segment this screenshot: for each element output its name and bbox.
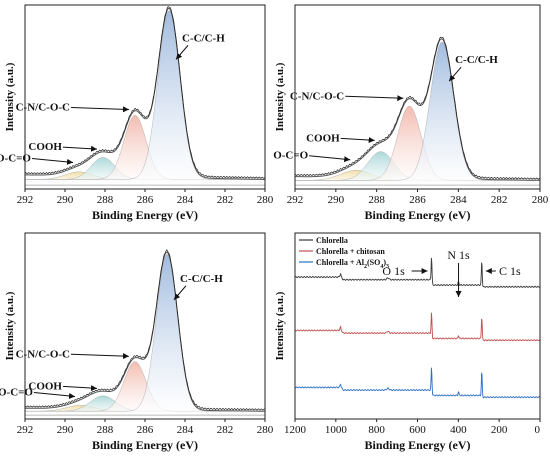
envelope-line [295,38,541,181]
survey-line-chlorella-chitosan [294,312,541,342]
x-tick-label: 290 [57,194,74,206]
peak-c-c-c-h [24,10,266,186]
peak-label-c-1s: C 1s [499,264,521,278]
x-tick-label: 290 [328,194,345,206]
raw-data-line [294,36,541,180]
legend-al-part: (SO [367,258,380,267]
x-axis-label: Binding Energy (eV) [92,438,198,452]
y-axis-label: Intensity (a.u.) [4,291,16,360]
annotation-label: C-C/C-H [182,32,225,44]
annotation-arrow [33,392,76,399]
raw-data-line [24,249,266,411]
legend-al-part: 3 [386,264,389,270]
annotation-arrow [62,385,98,392]
peak-c-c-c-h [294,41,541,186]
annotation-label: O-C=O [0,387,33,399]
legend-chlorella-label: Chlorella [316,236,348,245]
annotation-arrow [448,66,462,82]
peak-label-o-1s: O 1s [382,264,405,278]
x-tick-label: 400 [450,424,467,436]
x-tick-label: 1200 [284,424,307,436]
x-axis-label: Binding Energy (eV) [364,208,470,222]
annotation-label: COOH [28,141,62,153]
x-tick-label: 292 [17,194,34,206]
legend-al-part: 2 [364,264,367,270]
annotation-arrow [345,95,404,102]
legend-chitosan-label: Chlorella + chitosan [316,247,385,256]
legend-al-part: 4 [380,264,383,270]
annotation-label: C-C/C-H [455,54,498,66]
x-tick-label: 284 [450,194,467,206]
x-tick-label: 286 [409,194,426,206]
peak-label-n-1s: N 1s [447,248,470,262]
envelope-line [25,7,265,180]
x-axis-label: Binding Energy (eV) [364,438,470,452]
x-tick-label: 284 [177,194,194,206]
y-axis-label: Intensity (a.u.) [274,291,286,360]
x-tick-label: 288 [97,194,114,206]
envelope-line [25,251,265,412]
y-axis-label: Intensity (a.u.) [274,62,286,131]
annotation-arrow [70,106,130,113]
annotation-arrow [340,136,375,143]
legend-al-label: Chlorella + Al2(SO4)3 [316,258,389,270]
annotation-label: C-N/C-O-C [16,101,70,113]
annotation-arrow [173,285,187,301]
x-tick-label: 286 [137,194,154,206]
x-tick-label: 800 [368,424,385,436]
x-tick-label: 292 [287,194,304,206]
annotation-label: C-N/C-O-C [16,348,70,360]
legend: Chlorella Chlorella + chitosan Chlorella +… [299,236,389,270]
annotation-label: O-C=O [0,152,31,164]
annotation-label: COOH [28,380,62,392]
x-tick-label: 288 [368,194,385,206]
x-tick-label: 0 [535,424,541,436]
legend-al-part: Chlorella + Al [316,258,365,267]
annotation-arrow [175,45,189,60]
x-tick-label: 280 [532,194,549,206]
x-axis-label: Binding Energy (eV) [92,208,198,222]
annotation-arrow [31,157,74,165]
annotation-label: COOH [306,132,340,144]
chart-top-left: 292 290 288 286 284 282 280 Binding Energy (eV)… [0,4,274,222]
annotation-arrow [62,145,98,152]
chart-bottom-right: Chlorella Chlorella + chitosan Chlorella +… [274,232,541,452]
annotation-arrow [70,353,130,360]
survey-line-chlorella [294,257,541,288]
x-tick-label: 286 [137,424,154,436]
y-axis-label: Intensity (a.u.) [4,62,16,131]
x-tick-label: 200 [491,424,508,436]
annotation-arrow [309,155,351,163]
x-tick-label: 284 [177,424,194,436]
x-tick-label: 280 [257,194,274,206]
survey-line-chlorella-al2-so4-3 [294,367,541,399]
x-tick-label: 600 [409,424,426,436]
x-tick-label: 290 [57,424,74,436]
x-tick-label: 288 [97,424,114,436]
chart-top-right: 292 290 288 286 284 282 280 Binding Energy (eV)… [273,4,549,222]
x-tick-label: 282 [217,424,234,436]
x-tick-label: 282 [491,194,508,206]
annotation-label: O-C=O [273,150,308,162]
raw-data-line [24,6,266,179]
annotation-label: C-N/C-O-C [290,90,344,102]
chart-bottom-left: 292 290 288 286 284 282 280 Binding Energy (eV)… [0,232,274,452]
annotation-label: C-C/C-H [180,273,223,285]
x-tick-label: 282 [217,194,234,206]
legend-al-part: ) [383,258,386,267]
x-tick-label: 1000 [325,424,348,436]
x-tick-label: 280 [257,424,274,436]
x-tick-label: 292 [17,424,34,436]
